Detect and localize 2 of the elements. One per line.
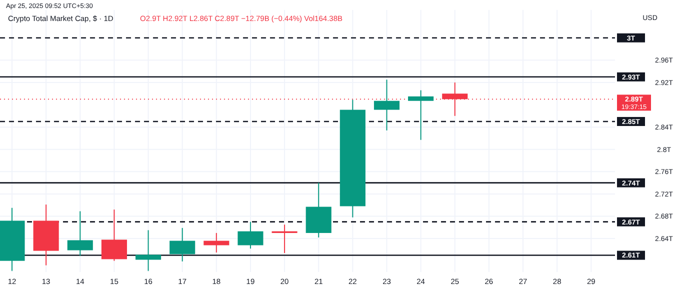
candlestick bbox=[408, 90, 434, 140]
candlestick bbox=[135, 230, 162, 272]
